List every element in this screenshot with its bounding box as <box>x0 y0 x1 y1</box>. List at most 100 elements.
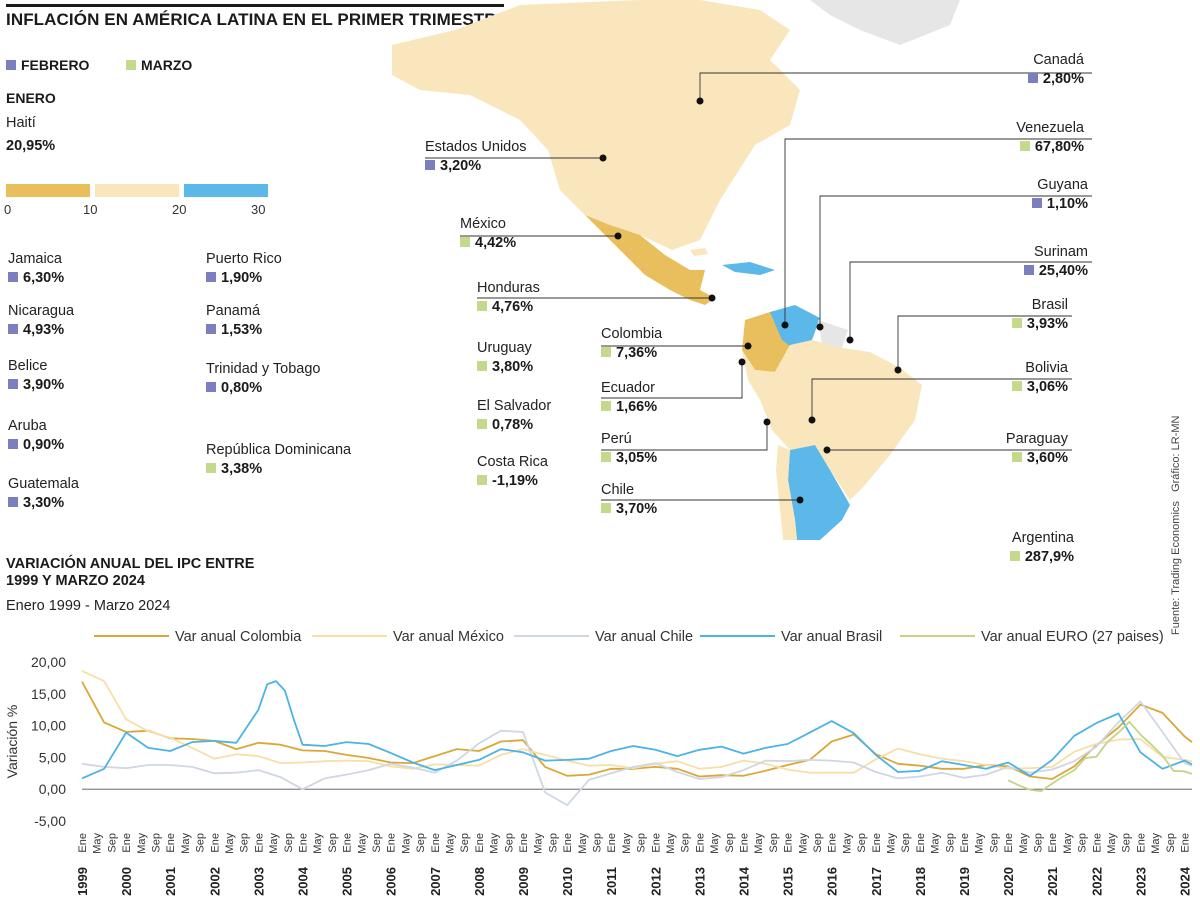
x-year-tick: 2024 <box>1178 866 1193 896</box>
x-year-tick: 2016 <box>825 867 840 896</box>
x-month-tick: Ene <box>165 833 177 853</box>
guyanas-shape <box>818 320 848 348</box>
country-name: Bolivia <box>1025 360 1068 376</box>
x-year-tick: 2012 <box>648 867 663 896</box>
venezuela-shape <box>770 305 820 350</box>
country-name: Aruba <box>8 418 47 434</box>
x-month-tick: Sep <box>680 833 692 853</box>
x-month-tick: May <box>92 833 104 854</box>
x-month-tick: Sep <box>944 833 956 853</box>
x-month-tick: Sep <box>371 833 383 853</box>
leader-line <box>849 261 1092 340</box>
country-bolivia: Bolivia 3,06% <box>1011 360 1068 395</box>
scale-segment-1 <box>95 184 179 197</box>
country-jamaica: Jamaica 6,30% <box>8 251 64 286</box>
x-year-tick: 2018 <box>913 867 928 896</box>
x-month-tick: Ene <box>694 833 706 853</box>
country-value: 3,70% <box>601 501 657 517</box>
x-month-tick: Sep <box>812 833 824 853</box>
x-month-tick: Sep <box>283 833 295 853</box>
x-year-tick: 2013 <box>692 867 707 896</box>
country-name: Surinam <box>1034 244 1088 260</box>
scale-tick-30: 30 <box>251 202 266 217</box>
x-month-tick: May <box>753 833 765 854</box>
x-month-tick: Sep <box>636 833 648 853</box>
marzo-swatch <box>1011 452 1022 462</box>
marzo-swatch <box>601 503 611 513</box>
x-month-tick: Sep <box>900 833 912 853</box>
y-tick-label: 15,00 <box>31 686 66 702</box>
chart-subtitle: Enero 1999 - Marzo 2024 <box>6 598 171 614</box>
country-name: Colombia <box>601 326 663 342</box>
x-month-tick: Sep <box>1077 833 1089 853</box>
country-guyana: Guyana 1,10% <box>1031 177 1088 212</box>
leader-dot <box>763 418 771 426</box>
country-value: 3,80% <box>477 359 533 375</box>
x-month-tick: Ene <box>650 833 662 853</box>
leader-line <box>601 362 743 399</box>
marzo-swatch <box>477 419 487 429</box>
country-colombia: Colombia 7,36% <box>601 326 662 361</box>
x-month-tick: Ene <box>386 833 398 853</box>
y-tick-label: 5,00 <box>39 749 66 765</box>
country-méxico: México 4,42% <box>460 216 516 251</box>
x-month-tick: Sep <box>547 833 559 853</box>
febrero-swatch <box>206 324 216 334</box>
leader-dot <box>599 154 607 162</box>
country-value: 3,05% <box>601 450 657 466</box>
x-month-tick: Ene <box>1003 833 1015 853</box>
x-year-tick: 2019 <box>957 867 972 896</box>
x-month-tick: Ene <box>827 833 839 853</box>
febrero-swatch <box>8 497 18 507</box>
country-value: 7,36% <box>601 345 662 361</box>
country-república-dominicana: República Dominicana 3,38% <box>206 442 351 477</box>
x-month-tick: May <box>489 833 501 854</box>
febrero-swatch <box>8 324 18 334</box>
febrero-swatch <box>8 379 18 389</box>
y-tick-label: 20,00 <box>31 654 66 670</box>
leader-dot <box>614 232 622 240</box>
x-month-tick: Ene <box>209 833 221 853</box>
country-name: Brasil <box>1031 297 1068 313</box>
legend-label: Var anual México <box>393 629 504 645</box>
country-chile: Chile 3,70% <box>601 482 657 517</box>
x-month-tick: Sep <box>503 833 515 853</box>
country-value: 4,76% <box>477 299 540 315</box>
leader-line <box>784 138 1092 325</box>
greenland-shape <box>810 0 960 45</box>
country-puerto-rico: Puerto Rico 1,90% <box>206 251 282 286</box>
marzo-swatch <box>477 361 487 371</box>
x-month-tick: May <box>665 833 677 854</box>
country-name: Honduras <box>477 280 540 296</box>
leader-lines <box>425 72 1092 504</box>
chart-axes: 20,00 15,00 10,00 5,00 0,00 -5,00 Variación % E… <box>4 654 1193 896</box>
caribbean-island-shape <box>690 248 708 256</box>
x-month-tick: Ene <box>739 833 751 853</box>
x-year-tick: 2006 <box>384 867 399 896</box>
legend-enero: ENERO <box>6 90 56 106</box>
marzo-swatch <box>1019 141 1030 151</box>
country-name: Guatemala <box>8 476 79 492</box>
x-year-tick: 2015 <box>781 867 796 896</box>
country-name: Jamaica <box>8 251 62 267</box>
country-value: 4,93% <box>8 322 74 338</box>
country-name: Paraguay <box>1005 431 1068 447</box>
x-month-tick: Ene <box>430 833 442 853</box>
x-year-tick: 2021 <box>1045 867 1060 896</box>
country-value: 25,40% <box>1023 263 1088 279</box>
febrero-swatch <box>206 272 216 282</box>
leader-line <box>699 72 1092 101</box>
x-year-tick: 2003 <box>251 867 266 896</box>
x-year-tick: 2020 <box>1001 867 1016 896</box>
febrero-swatch <box>206 382 216 392</box>
country-value: 2,80% <box>1027 71 1084 87</box>
country-value: 3,30% <box>8 495 79 511</box>
x-month-tick: Sep <box>856 833 868 853</box>
x-month-tick: May <box>930 833 942 854</box>
country-value: 1,90% <box>206 270 282 286</box>
legend-label: Var anual Brasil <box>781 629 882 645</box>
marzo-swatch <box>477 475 487 485</box>
x-month-tick: Ene <box>959 833 971 853</box>
x-month-tick: Sep <box>106 833 118 853</box>
country-name: Costa Rica <box>477 454 548 470</box>
